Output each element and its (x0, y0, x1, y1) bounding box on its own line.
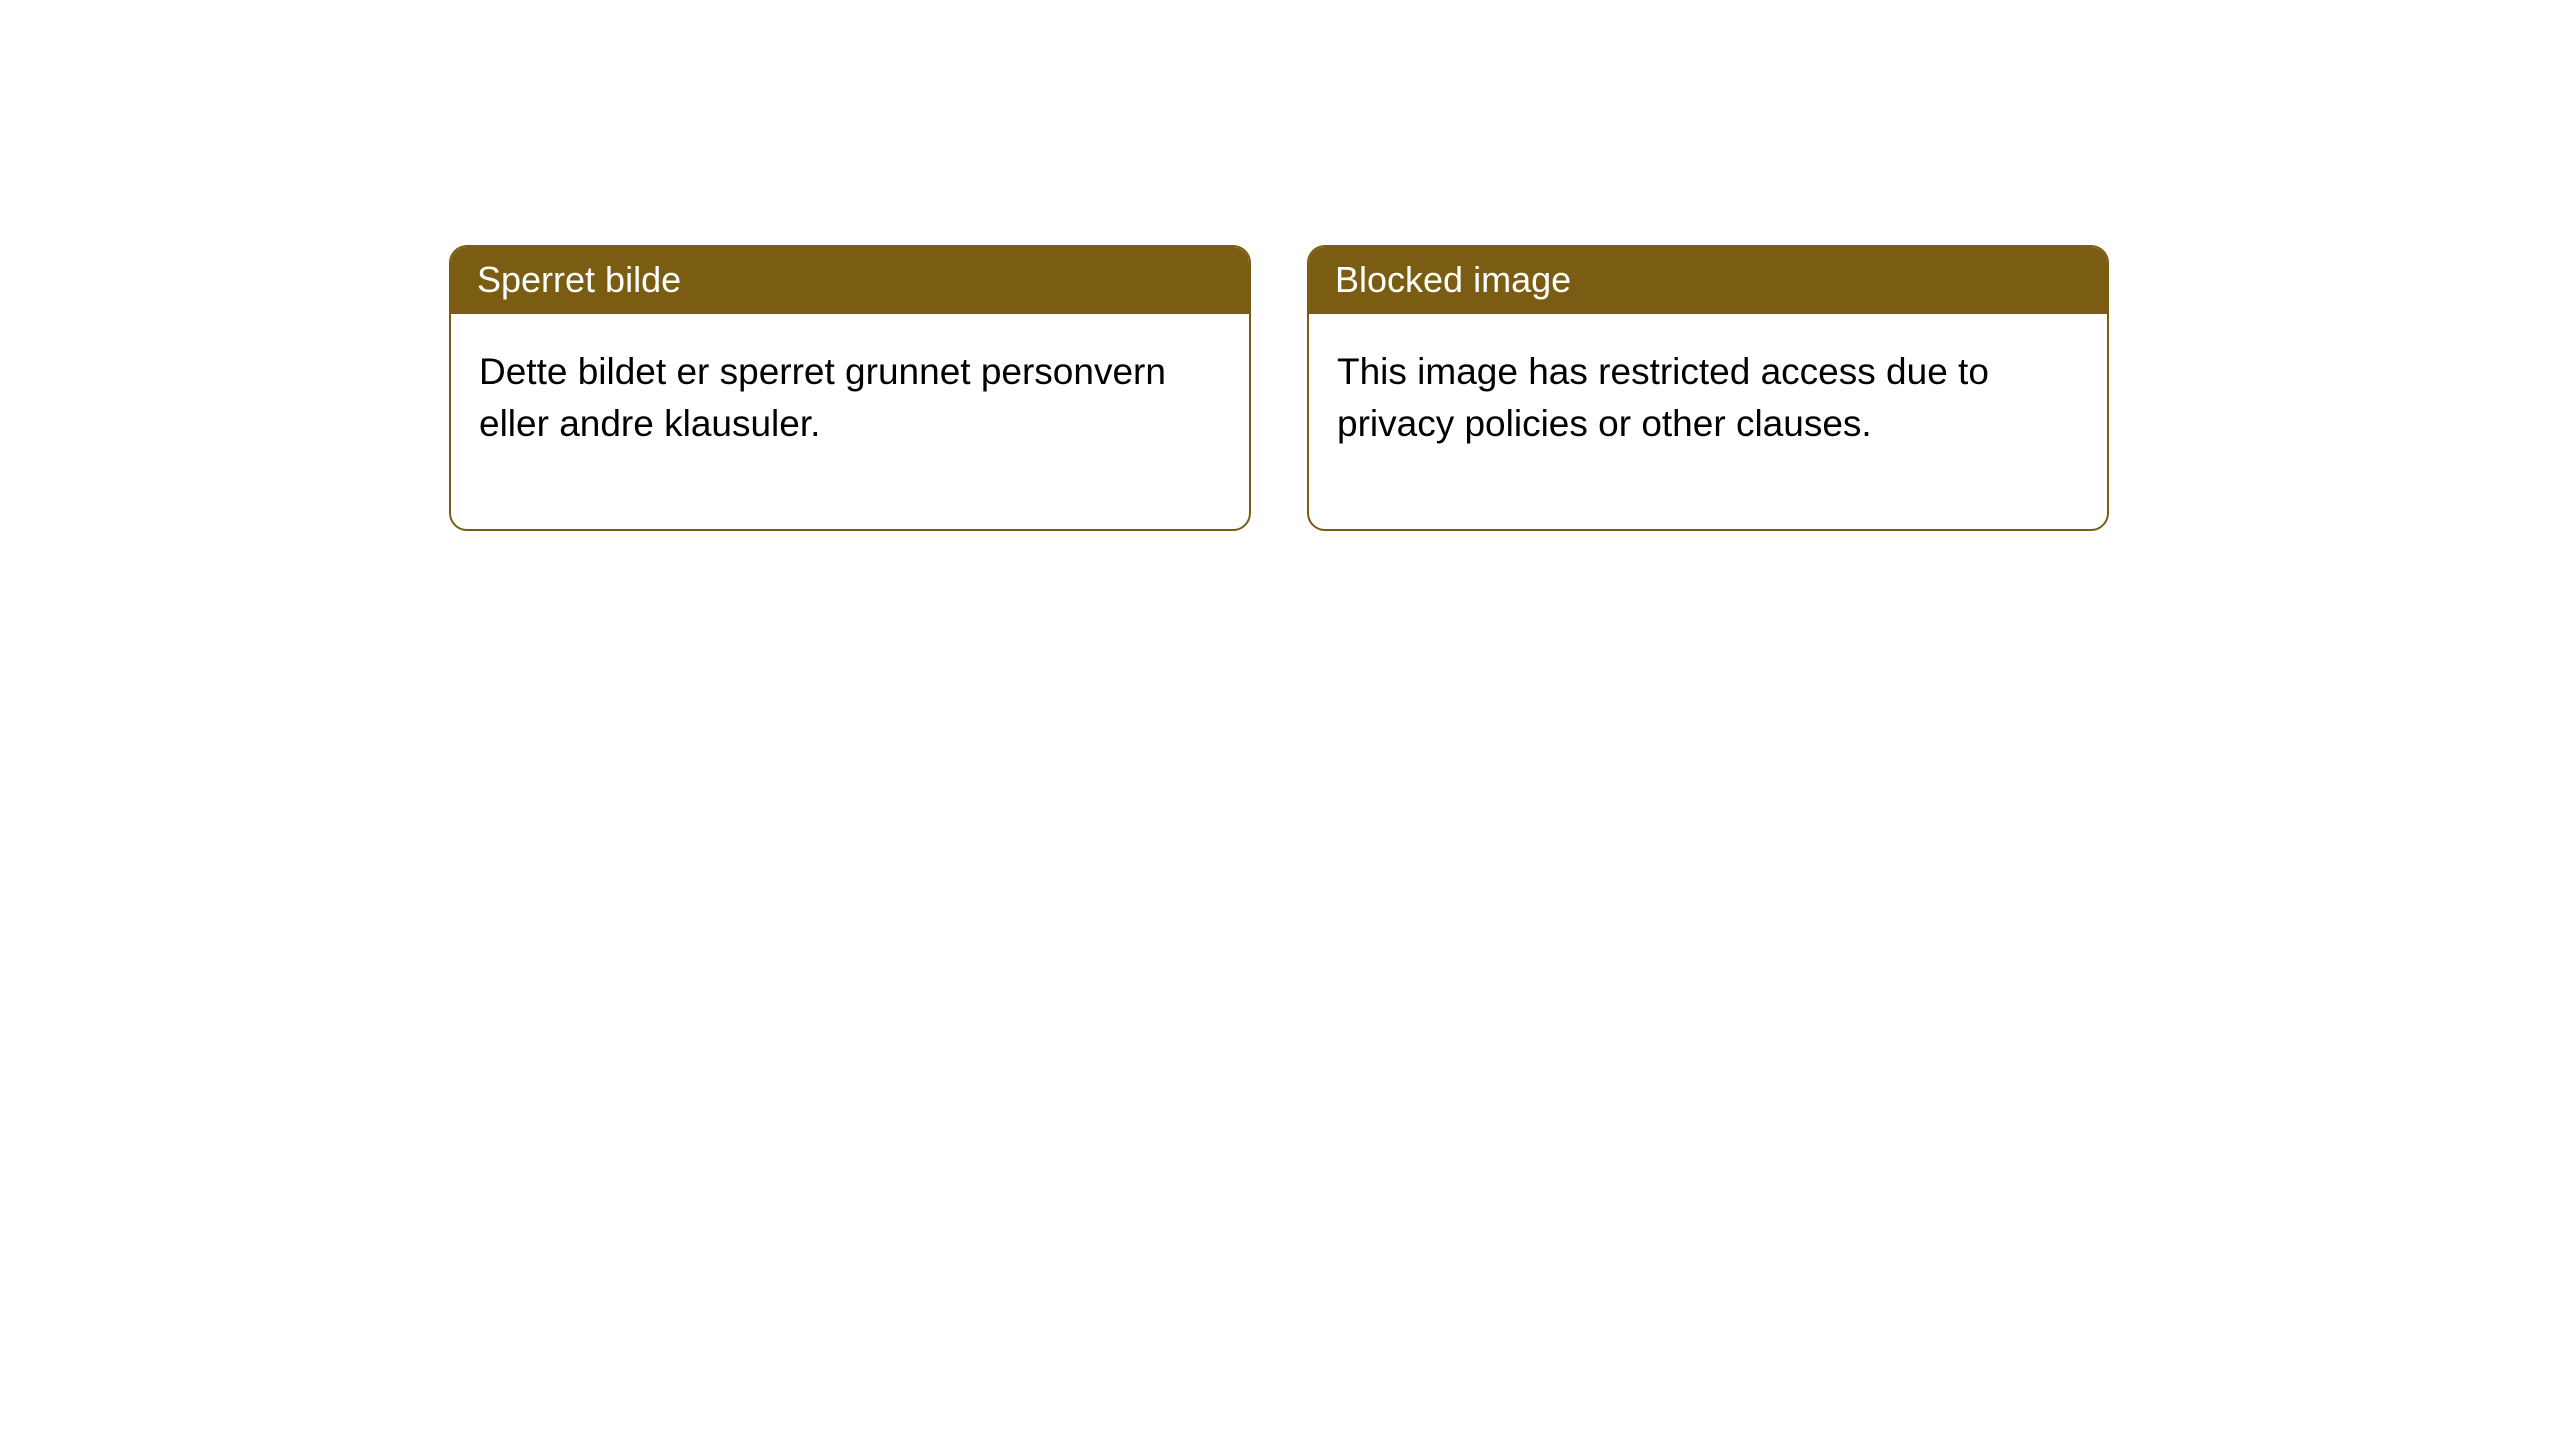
notice-header: Sperret bilde (451, 247, 1249, 314)
notice-header: Blocked image (1309, 247, 2107, 314)
notice-card-english: Blocked image This image has restricted … (1307, 245, 2109, 531)
notice-card-norwegian: Sperret bilde Dette bildet er sperret gr… (449, 245, 1251, 531)
notice-body: Dette bildet er sperret grunnet personve… (451, 314, 1249, 530)
notice-body: This image has restricted access due to … (1309, 314, 2107, 530)
notice-container: Sperret bilde Dette bildet er sperret gr… (0, 0, 2560, 531)
